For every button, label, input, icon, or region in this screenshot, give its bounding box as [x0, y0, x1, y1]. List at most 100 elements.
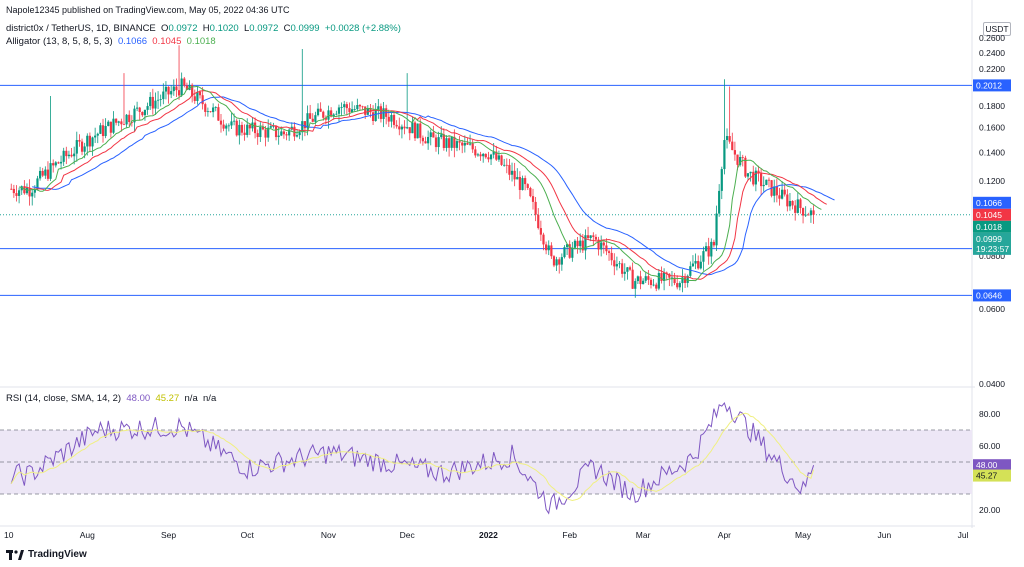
- candle-body: [348, 108, 351, 113]
- candle-body: [219, 120, 223, 125]
- candle-body: [41, 170, 44, 176]
- candle-body: [492, 151, 495, 155]
- candle-body: [450, 136, 453, 148]
- candle-body: [560, 257, 563, 265]
- price-tag-bg: [973, 208, 1011, 221]
- alligator-label[interactable]: Alligator (13, 8, 5, 8, 5, 3): [6, 36, 113, 47]
- candle-body: [786, 194, 789, 207]
- candle-body: [644, 276, 647, 281]
- candle-body: [62, 150, 65, 162]
- price-tag-bg: [973, 196, 1011, 209]
- currency-button[interactable]: USDT: [983, 22, 1011, 36]
- candle-body: [631, 269, 634, 289]
- candle-body: [691, 263, 695, 267]
- candle-body: [479, 154, 482, 157]
- candle-body: [282, 131, 286, 135]
- candle-body: [621, 263, 624, 274]
- candle-body: [18, 190, 21, 196]
- time-tick-label: Oct: [241, 530, 255, 540]
- candle-body: [206, 111, 209, 113]
- candle-body: [52, 163, 55, 166]
- candle-body: [626, 267, 629, 272]
- price-tick-label: 0.2200: [979, 64, 1005, 74]
- candle-body: [655, 284, 658, 289]
- candle-body: [468, 143, 472, 145]
- symbol-label[interactable]: district0x / TetherUS, 1D, BINANCE: [6, 23, 156, 34]
- candle-body: [683, 277, 687, 283]
- candle-body: [563, 247, 566, 258]
- close-label: C: [283, 23, 291, 34]
- candle-body: [67, 154, 71, 157]
- open-value: 0.0972: [168, 23, 198, 34]
- candle-body: [350, 109, 354, 113]
- low-label: L: [244, 23, 250, 34]
- rsi-label[interactable]: RSI (14, close, SMA, 14, 2): [6, 393, 122, 404]
- candle-body: [550, 245, 553, 257]
- candle-body: [628, 267, 632, 270]
- candle-body: [571, 247, 574, 258]
- candle-body: [442, 134, 445, 148]
- candle-body: [311, 118, 314, 122]
- candle-body: [807, 214, 810, 216]
- candle-body: [256, 133, 259, 138]
- price-tick-label: 0.1800: [979, 101, 1005, 111]
- candle-body: [565, 244, 569, 248]
- rsi-tag-bg: [973, 459, 1011, 472]
- candle-body: [324, 117, 327, 120]
- candle-body: [600, 242, 603, 250]
- candle-body: [398, 126, 401, 130]
- candle-body: [597, 239, 600, 250]
- candle-body: [280, 131, 283, 136]
- candle-body: [301, 121, 304, 133]
- candle-body: [122, 124, 126, 126]
- candle-body: [374, 109, 377, 121]
- candle-body: [36, 178, 39, 189]
- candle-body: [75, 140, 78, 154]
- candle-body: [804, 214, 807, 216]
- price-tick-label: 0.1200: [979, 176, 1005, 186]
- candle-body: [497, 155, 501, 160]
- candle-body: [421, 137, 424, 142]
- candle-body: [413, 122, 417, 139]
- candle-body: [712, 241, 716, 246]
- candle-body: [319, 108, 322, 112]
- main-legend: district0x / TetherUS, 1D, BINANCE O0.09…: [6, 22, 401, 48]
- candle-body: [143, 109, 147, 116]
- candle-body: [746, 173, 750, 177]
- candle-body: [33, 188, 36, 193]
- candle-body: [419, 123, 422, 138]
- candle-body: [382, 108, 385, 119]
- price-tag-label: 0.1045: [976, 210, 1002, 220]
- candle-body: [794, 205, 797, 213]
- candle-body: [15, 193, 18, 196]
- candle-body: [665, 272, 668, 274]
- tradingview-logo[interactable]: TradingView: [6, 549, 87, 560]
- candle-body: [371, 112, 375, 121]
- candle-body: [59, 161, 63, 164]
- candle-body: [80, 141, 84, 152]
- candle-body: [403, 126, 406, 129]
- time-tick-label: Nov: [321, 530, 337, 540]
- candle-body: [573, 240, 577, 248]
- time-tick-label: Feb: [562, 530, 577, 540]
- candle-body: [83, 146, 86, 152]
- candle-body: [649, 279, 653, 286]
- candle-body: [699, 261, 702, 269]
- candle-body: [584, 235, 587, 251]
- candle-body: [529, 187, 532, 197]
- level-tag-bg: [973, 289, 1011, 302]
- candle-body: [238, 124, 241, 136]
- candle-body: [453, 136, 456, 148]
- candle-body: [387, 116, 390, 122]
- candle-body: [455, 141, 459, 148]
- candle-body: [697, 260, 700, 269]
- candle-body: [70, 154, 73, 157]
- candle-body: [458, 141, 461, 143]
- candle-body: [749, 171, 752, 174]
- tradingview-icon: [6, 549, 24, 560]
- candle-body: [406, 127, 409, 129]
- rsi-value: 48.00: [126, 393, 151, 404]
- countdown-label: 19:23:57: [976, 244, 1009, 254]
- candle-body: [264, 129, 267, 138]
